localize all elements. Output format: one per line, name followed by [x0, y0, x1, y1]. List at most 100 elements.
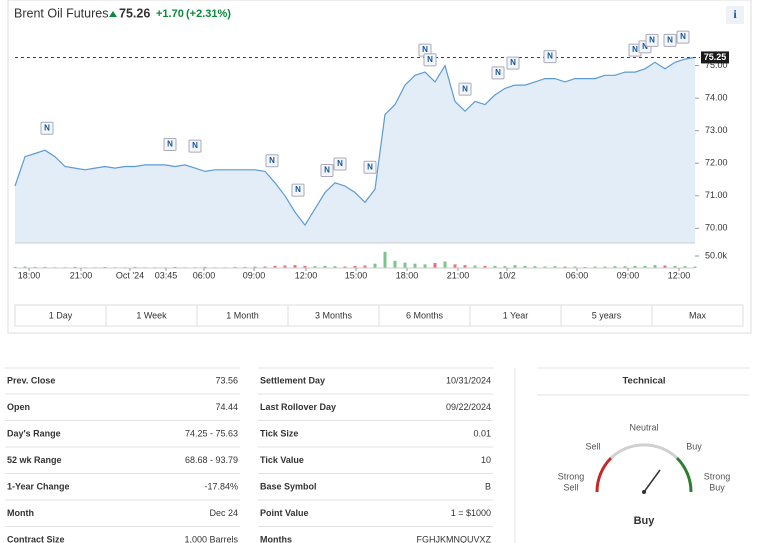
row-value: 1 = $1000	[451, 508, 491, 518]
gauge-needle	[643, 469, 661, 493]
news-label[interactable]: N	[495, 68, 501, 77]
volume-bar	[383, 251, 387, 268]
info-button[interactable]	[726, 6, 744, 24]
news-marker[interactable]	[188, 139, 202, 153]
info-icon[interactable]: i	[733, 7, 737, 21]
range-label[interactable]: 3 Months	[315, 310, 353, 320]
news-label[interactable]: N	[422, 45, 428, 54]
row-label: Tick Size	[260, 428, 298, 438]
news-marker[interactable]	[663, 33, 677, 47]
range-label[interactable]: Max	[689, 310, 707, 320]
gauge-label: Sell	[563, 482, 578, 492]
x-tick-label: 18:00	[18, 270, 41, 280]
news-marker[interactable]	[333, 157, 347, 171]
row-label: Settlement Day	[260, 375, 325, 385]
row-label: Contract Size	[7, 534, 65, 543]
news-marker[interactable]	[458, 82, 472, 96]
news-label[interactable]: N	[367, 162, 373, 171]
volume-bar	[573, 266, 577, 268]
y-tick-label: 73.00	[705, 125, 728, 135]
volume-bar	[343, 266, 347, 268]
news-label[interactable]: N	[192, 141, 198, 150]
row-label: 52 wk Range	[7, 455, 62, 465]
row-value: -17.84%	[204, 481, 238, 491]
news-marker[interactable]	[491, 66, 505, 80]
news-label[interactable]: N	[642, 42, 648, 51]
volume-bar	[463, 265, 467, 268]
news-marker[interactable]	[163, 137, 177, 151]
volume-bar	[433, 262, 437, 268]
volume-bar	[443, 261, 447, 268]
news-label[interactable]: N	[269, 156, 275, 165]
row-label: Prev. Close	[7, 375, 55, 385]
row-label: Tick Value	[260, 455, 304, 465]
x-tick-label: 09:00	[617, 270, 640, 280]
x-tick-label: 06:00	[566, 270, 589, 280]
news-label[interactable]: N	[547, 52, 553, 61]
news-label[interactable]: N	[427, 55, 433, 64]
row-label: 1-Year Change	[7, 481, 70, 491]
row-label: Last Rollover Day	[260, 402, 336, 412]
row-value: 09/22/2024	[446, 402, 491, 412]
x-tick-label: 21:00	[447, 270, 470, 280]
gauge-label: Buy	[709, 482, 725, 492]
news-label[interactable]: N	[462, 84, 468, 93]
news-label[interactable]: N	[295, 185, 301, 194]
technical-result: Buy	[634, 515, 656, 527]
range-label[interactable]: 5 years	[592, 310, 622, 320]
row-value: B	[485, 481, 491, 491]
volume-bar	[693, 266, 697, 268]
news-label[interactable]: N	[667, 35, 673, 44]
row-label: Month	[7, 508, 34, 518]
volume-bar	[503, 266, 507, 268]
range-label[interactable]: 1 Week	[136, 310, 167, 320]
row-value: 74.25 - 75.63	[185, 428, 238, 438]
news-marker[interactable]	[363, 160, 377, 174]
news-marker[interactable]	[265, 154, 279, 168]
volume-bar	[543, 266, 547, 268]
row-value: 0.01	[473, 428, 491, 438]
volume-bar	[683, 266, 687, 268]
news-label[interactable]: N	[649, 35, 655, 44]
news-label[interactable]: N	[632, 45, 638, 54]
tables: Prev. Close 73.56 Open 74.44 Day's Range 74.2…	[5, 367, 516, 543]
news-marker[interactable]	[320, 164, 334, 178]
volume-bar	[533, 266, 537, 268]
range-label[interactable]: 1 Month	[226, 310, 259, 320]
news-marker[interactable]	[291, 183, 305, 197]
news-label[interactable]: N	[510, 58, 516, 67]
area-fill	[15, 57, 695, 244]
news-label[interactable]: N	[167, 140, 173, 149]
volume-bar	[563, 266, 567, 268]
panel	[537, 368, 749, 543]
range-label[interactable]: 6 Months	[406, 310, 444, 320]
news-label[interactable]: N	[680, 32, 686, 41]
gauge-label: Neutral	[629, 422, 658, 432]
volume-bar	[493, 265, 497, 268]
news-marker[interactable]	[543, 50, 557, 64]
volume-bar	[373, 263, 377, 268]
volume-bar	[303, 265, 307, 268]
range-label[interactable]: 1 Day	[49, 310, 73, 320]
news-marker[interactable]	[506, 56, 520, 70]
volume-bar	[423, 264, 427, 268]
news-marker[interactable]	[40, 121, 54, 135]
news-label[interactable]: N	[337, 159, 343, 168]
y-tick-label: 71.00	[705, 190, 728, 200]
news-label[interactable]: N	[324, 166, 330, 175]
row-value: 73.56	[215, 375, 238, 385]
range-button[interactable]	[651, 304, 744, 327]
news-marker[interactable]	[676, 30, 690, 44]
volume-bar	[603, 266, 607, 268]
gauge-label: Strong	[558, 471, 585, 481]
row-label: Months	[260, 534, 292, 543]
volume-bar	[243, 266, 247, 268]
news-label[interactable]: N	[44, 123, 50, 132]
news-marker[interactable]	[423, 53, 437, 67]
range-label[interactable]: 1 Year	[503, 310, 529, 320]
news-marker[interactable]	[645, 33, 659, 47]
volume-bar	[593, 266, 597, 268]
gauge-label: Sell	[585, 441, 600, 451]
